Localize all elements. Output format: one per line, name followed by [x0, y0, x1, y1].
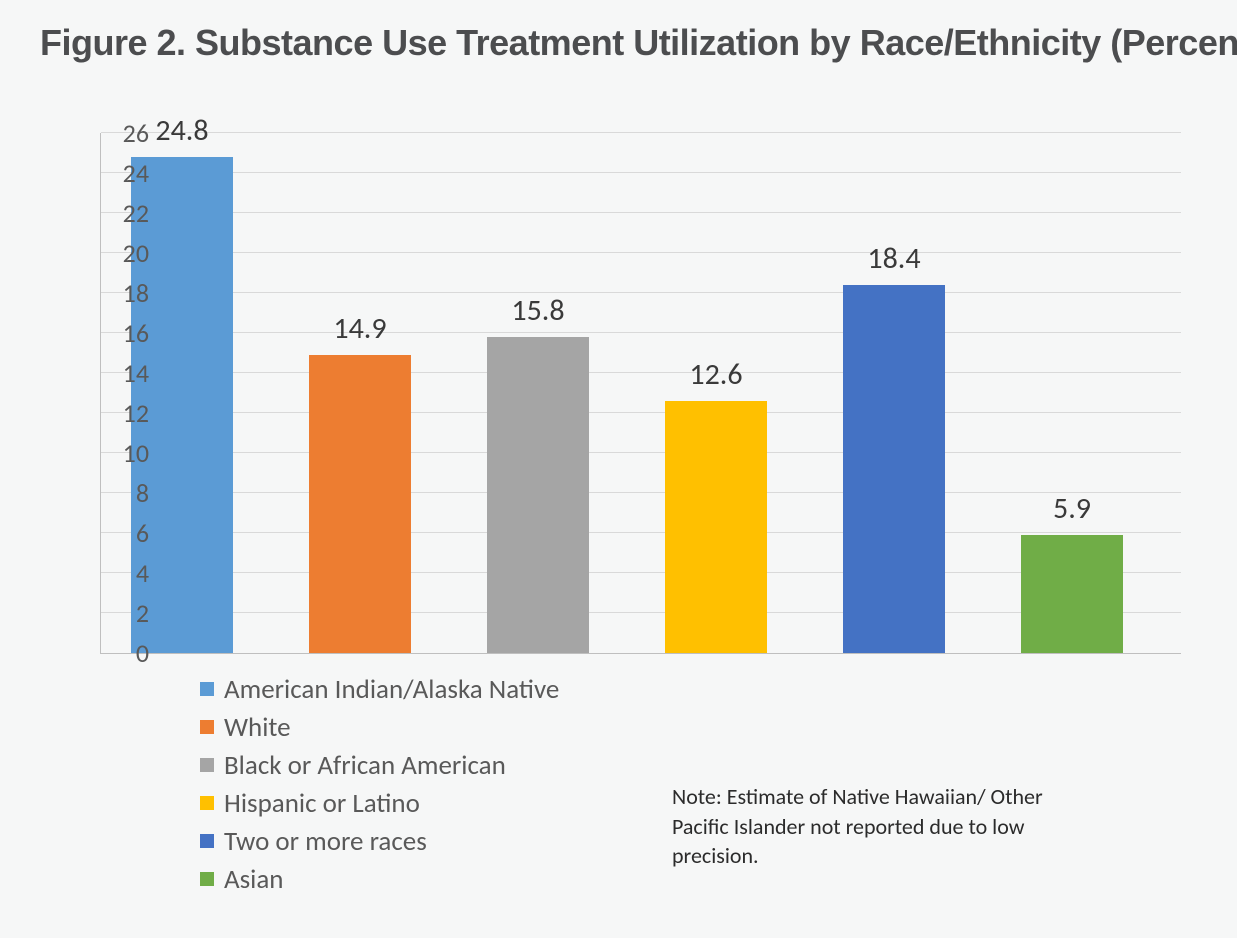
y-tick-label: 14 — [89, 357, 149, 389]
legend-item: Asian — [200, 860, 559, 898]
bar — [1021, 535, 1123, 653]
data-label: 18.4 — [867, 240, 920, 277]
data-label: 15.8 — [511, 292, 564, 329]
y-tick-label: 16 — [89, 317, 149, 349]
legend-swatch — [200, 758, 214, 772]
gridline — [101, 452, 1181, 453]
y-tick-label: 2 — [89, 597, 149, 629]
y-tick-label: 4 — [89, 557, 149, 589]
gridline — [101, 492, 1181, 493]
data-label: 5.9 — [1053, 490, 1091, 527]
y-tick-label: 22 — [89, 197, 149, 229]
legend-item: Black or African American — [200, 746, 559, 784]
y-tick-label: 8 — [89, 477, 149, 509]
legend-swatch — [200, 796, 214, 810]
data-label: 14.9 — [333, 310, 386, 347]
bar — [487, 337, 589, 653]
legend-label: White — [224, 711, 291, 744]
data-label: 24.8 — [155, 112, 208, 149]
y-tick-label: 12 — [89, 397, 149, 429]
gridline — [101, 132, 1181, 133]
legend-label: Asian — [224, 863, 284, 896]
gridline — [101, 292, 1181, 293]
figure-container: Figure 2. Substance Use Treatment Utiliz… — [0, 0, 1237, 938]
legend-item: Two or more races — [200, 822, 559, 860]
legend: American Indian/Alaska Native White Black … — [200, 670, 559, 898]
legend-item: American Indian/Alaska Native — [200, 670, 559, 708]
figure-title: Figure 2. Substance Use Treatment Utiliz… — [40, 22, 1237, 64]
gridline — [101, 572, 1181, 573]
y-tick-label: 26 — [89, 117, 149, 149]
legend-swatch — [200, 834, 214, 848]
gridline — [101, 612, 1181, 613]
bar — [309, 355, 411, 653]
data-label: 12.6 — [689, 356, 742, 393]
plot-area: 24.814.915.812.618.45.9 — [100, 133, 1181, 654]
y-tick-label: 24 — [89, 157, 149, 189]
gridline — [101, 532, 1181, 533]
gridline — [101, 332, 1181, 333]
legend-label: American Indian/Alaska Native — [224, 673, 559, 706]
gridline — [101, 412, 1181, 413]
bar — [665, 401, 767, 653]
bar — [843, 285, 945, 653]
legend-swatch — [200, 872, 214, 886]
legend-swatch — [200, 682, 214, 696]
footnote: Note: Estimate of Native Hawaiian/ Other… — [672, 782, 1092, 871]
gridline — [101, 372, 1181, 373]
gridline — [101, 172, 1181, 173]
y-tick-label: 0 — [89, 637, 149, 669]
y-tick-label: 10 — [89, 437, 149, 469]
gridline — [101, 252, 1181, 253]
y-tick-label: 18 — [89, 277, 149, 309]
legend-label: Two or more races — [224, 825, 427, 858]
gridline — [101, 212, 1181, 213]
y-tick-label: 6 — [89, 517, 149, 549]
legend-label: Black or African American — [224, 749, 506, 782]
y-tick-label: 20 — [89, 237, 149, 269]
legend-item: White — [200, 708, 559, 746]
legend-label: Hispanic or Latino — [224, 787, 420, 820]
legend-item: Hispanic or Latino — [200, 784, 559, 822]
legend-swatch — [200, 720, 214, 734]
